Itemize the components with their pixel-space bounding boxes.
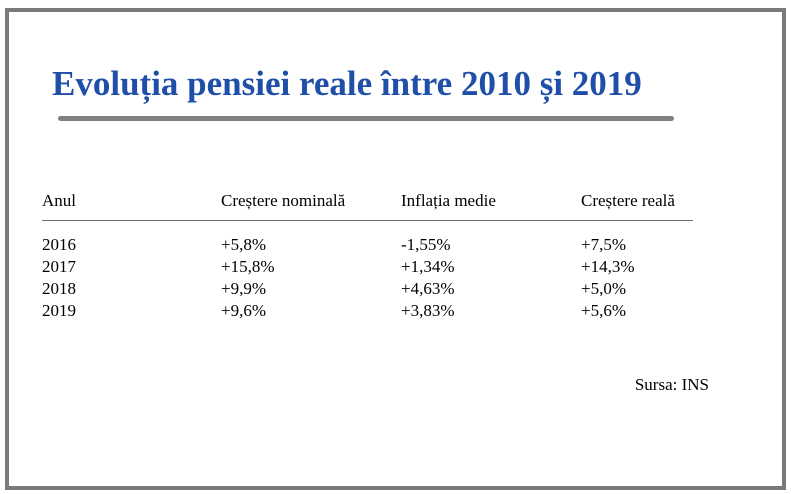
cell-average-inflation: -1,55%: [401, 235, 451, 254]
table-row: 2018 +9,9% +4,63% +5,0%: [42, 278, 742, 300]
cell-nominal-growth: +15,8%: [221, 257, 275, 276]
cell-real-growth: +7,5%: [581, 235, 626, 254]
source-note: Sursa: INS: [634, 375, 709, 394]
header-real-growth: Creștere reală: [581, 191, 675, 210]
cell-year: 2019: [42, 301, 76, 320]
cell-average-inflation: +4,63%: [401, 279, 455, 298]
cell-real-growth: +5,6%: [581, 301, 626, 320]
table-body: 2016 +5,8% -1,55% +7,5% 2017 +15,8% +1,3…: [42, 234, 742, 322]
title-underline: [58, 116, 674, 121]
cell-year: 2017: [42, 257, 76, 276]
header-nominal-growth: Creștere nominală: [221, 191, 346, 210]
cell-average-inflation: +1,34%: [401, 257, 455, 276]
table-row: 2017 +15,8% +1,34% +14,3%: [42, 256, 742, 278]
cell-year: 2018: [42, 279, 76, 298]
cell-nominal-growth: +9,6%: [221, 301, 266, 320]
cell-nominal-growth: +9,9%: [221, 279, 266, 298]
header-average-inflation: Inflația medie: [401, 191, 496, 210]
cell-year: 2016: [42, 235, 76, 254]
slide-frame: [5, 8, 786, 490]
header-year: Anul: [42, 191, 76, 210]
table-row: 2019 +9,6% +3,83% +5,6%: [42, 300, 742, 322]
cell-real-growth: +14,3%: [581, 257, 635, 276]
cell-nominal-growth: +5,8%: [221, 235, 266, 254]
cell-average-inflation: +3,83%: [401, 301, 455, 320]
table-row: 2016 +5,8% -1,55% +7,5%: [42, 234, 742, 256]
page-title: Evoluția pensiei reale între 2010 și 201…: [52, 64, 642, 103]
cell-real-growth: +5,0%: [581, 279, 626, 298]
table-header-row: Anul Creștere nominală Inflația medie Cr…: [42, 190, 742, 212]
header-divider: [42, 220, 693, 221]
